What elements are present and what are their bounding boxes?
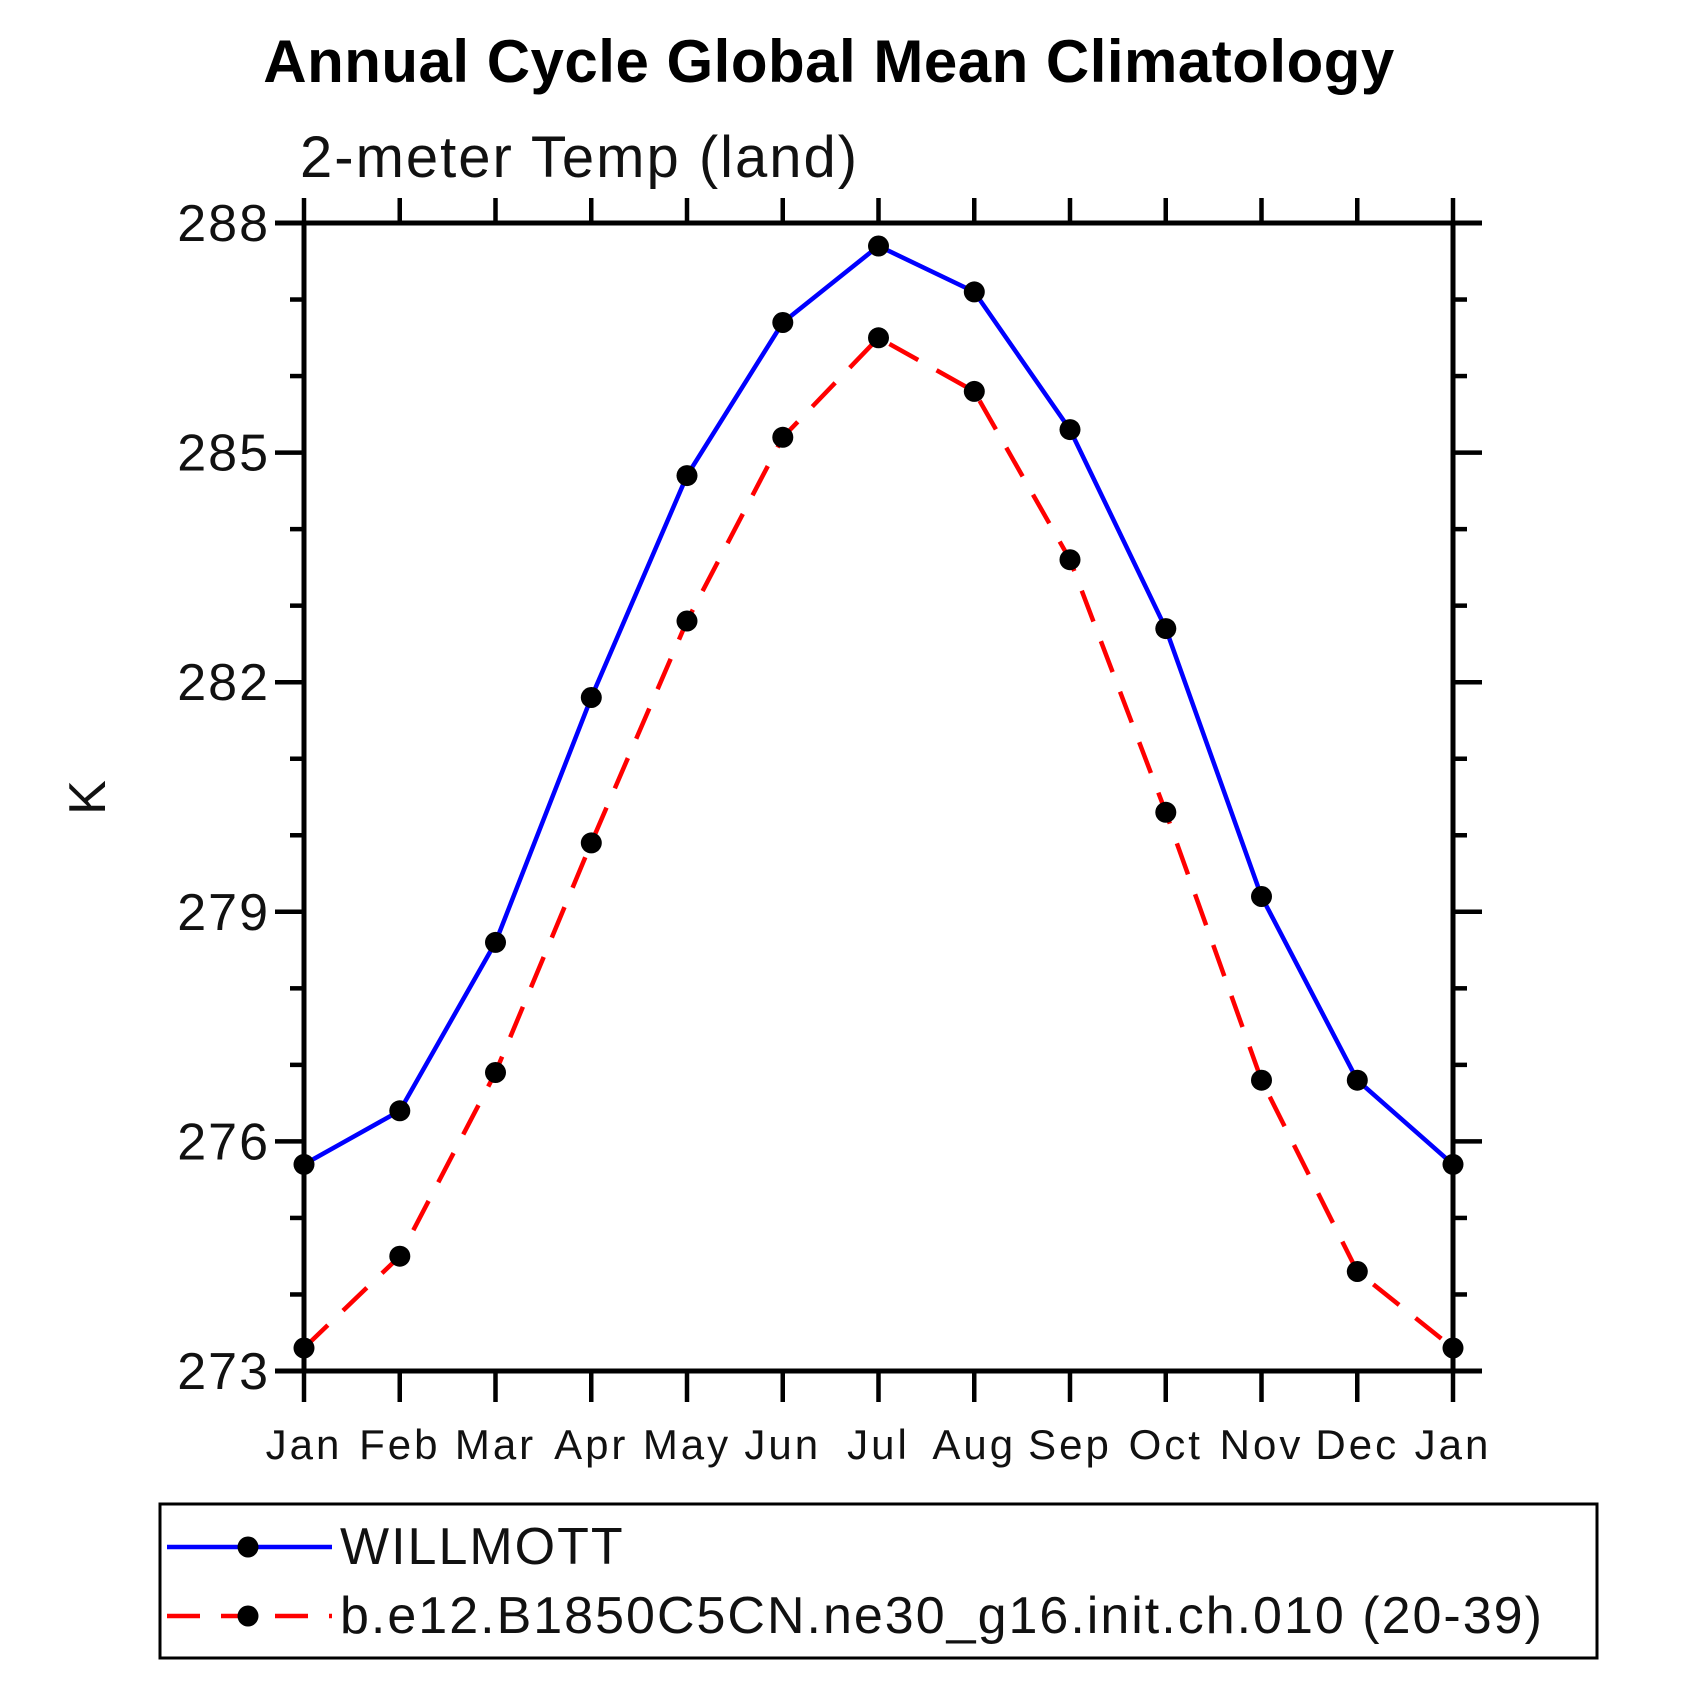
x-tick-label: Oct	[1129, 1421, 1203, 1468]
x-tick-label: Aug	[932, 1421, 1016, 1468]
x-tick-label: Jan	[1415, 1421, 1492, 1468]
data-point-marker-s1	[1155, 801, 1177, 823]
data-point-marker-s0	[1059, 419, 1081, 441]
data-point-marker-s1	[1442, 1337, 1464, 1359]
data-point-marker-s1	[389, 1245, 411, 1267]
x-tick-label: Apr	[554, 1421, 628, 1468]
data-point-marker-s0	[772, 312, 794, 333]
y-tick-label: 276	[177, 1113, 270, 1171]
x-tick-label: Mar	[455, 1421, 536, 1468]
data-point-marker-s0	[580, 687, 602, 708]
legend-label-0: WILLMOTT	[340, 1518, 625, 1576]
x-tick-label: Jun	[744, 1421, 821, 1468]
data-point-marker-s0	[485, 931, 506, 953]
legend: WILLMOTT b.e12.B1850C5CN.ne30_g16.init.ch…	[158, 1502, 1599, 1660]
legend-marker-1	[237, 1605, 259, 1627]
x-tick-label: Jul	[847, 1421, 910, 1468]
data-point-marker-s1	[963, 380, 985, 402]
x-tick-label: Feb	[359, 1421, 440, 1468]
series-line-1	[302, 334, 1455, 1350]
data-point-marker-s0	[868, 235, 889, 257]
y-tick-label: 273	[177, 1343, 270, 1401]
x-tick-label: May	[643, 1421, 731, 1468]
y-tick-label: 285	[177, 425, 270, 483]
data-point-marker-s0	[676, 465, 698, 487]
data-point-marker-s1	[1059, 549, 1081, 571]
chart-subtitle: 2-meter Temp (land)	[300, 125, 859, 190]
data-point-marker-s1	[1251, 1069, 1272, 1091]
legend-box	[158, 1502, 1599, 1660]
data-point-marker-s1	[485, 1062, 506, 1083]
y-axis-unit-label: K	[59, 779, 117, 815]
data-point-marker-s0	[293, 1153, 315, 1175]
legend-label-1: b.e12.B1850C5CN.ne30_g16.init.ch.010 (20…	[340, 1587, 1544, 1645]
data-point-marker-s0	[1346, 1069, 1368, 1091]
data-point-marker-s0	[1251, 886, 1272, 907]
y-tick-label: 282	[177, 654, 270, 712]
data-point-marker-s0	[389, 1100, 411, 1122]
data-point-marker-s1	[676, 610, 698, 632]
y-tick-label: 288	[177, 195, 270, 253]
data-point-marker-s0	[1442, 1153, 1464, 1175]
data-point-marker-s1	[293, 1337, 315, 1359]
data-point-marker-s0	[963, 281, 985, 303]
y-tick-label: 279	[177, 884, 270, 942]
data-point-marker-s1	[772, 426, 794, 448]
data-point-marker-s1	[868, 327, 889, 349]
legend-marker-0	[237, 1536, 259, 1558]
plot-area: 273 276 279 282 285 288 Jan Feb Mar Apr May Jun Jul A…	[177, 195, 1492, 1468]
x-tick-label: Jan	[266, 1421, 343, 1468]
data-point-marker-s1	[1346, 1261, 1368, 1282]
x-tick-label: Nov	[1220, 1421, 1304, 1468]
x-tick-label: Dec	[1315, 1421, 1399, 1468]
series-line-0	[302, 243, 1455, 1167]
chart-title: Annual Cycle Global Mean Climatology	[263, 28, 1395, 95]
data-point-marker-s0	[1155, 618, 1177, 640]
legend-rows: WILLMOTT b.e12.B1850C5CN.ne30_g16.init.ch…	[167, 1518, 1544, 1645]
x-tick-label: Sep	[1028, 1421, 1112, 1468]
data-point-marker-s1	[580, 832, 602, 854]
